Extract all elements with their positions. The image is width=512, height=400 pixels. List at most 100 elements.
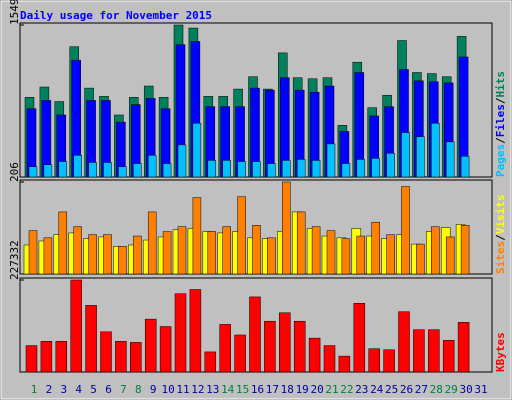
x-tick-label: 17 <box>266 383 279 396</box>
bar <box>442 340 455 373</box>
bar <box>293 320 306 373</box>
bar <box>133 235 142 275</box>
x-tick-label: 14 <box>221 383 235 396</box>
legend-entry: Files <box>494 104 507 137</box>
x-tick-label: 29 <box>445 383 458 396</box>
x-tick-label: 21 <box>325 383 338 396</box>
y-tick-label: 206 <box>8 162 21 182</box>
bar <box>147 155 157 178</box>
bar <box>457 322 470 373</box>
bar <box>356 235 366 275</box>
bar <box>222 226 231 275</box>
legend-separator: / <box>494 97 507 104</box>
bar <box>103 234 112 275</box>
bar <box>162 231 172 275</box>
x-tick-label: 27 <box>415 383 428 396</box>
bar <box>207 231 217 275</box>
bar <box>144 318 157 373</box>
bar <box>311 226 321 275</box>
bar <box>28 166 38 178</box>
bar <box>383 349 395 373</box>
bar <box>249 296 261 373</box>
chart-title: Daily usage for November 2015 <box>20 9 212 22</box>
bar <box>115 341 127 373</box>
x-tick-label: 25 <box>385 383 398 396</box>
x-tick-label: 30 <box>459 383 472 396</box>
bar <box>28 230 38 275</box>
legend: KBytes <box>494 332 507 372</box>
bar <box>264 320 276 373</box>
bar <box>118 246 127 275</box>
bar <box>353 303 366 373</box>
legend-separator: / <box>494 234 507 241</box>
bar <box>401 132 410 178</box>
bar <box>40 341 53 373</box>
bar <box>386 234 395 275</box>
x-tick-label: 26 <box>400 383 413 396</box>
bar <box>70 279 82 373</box>
bar <box>326 230 336 275</box>
bar <box>189 289 202 373</box>
x-tick-label: 11 <box>176 383 189 396</box>
bar <box>279 312 291 373</box>
bar <box>341 238 351 275</box>
x-tick-label: 9 <box>150 383 157 396</box>
bar <box>88 234 97 275</box>
x-tick-label: 8 <box>135 383 142 396</box>
x-tick-label: 20 <box>310 383 323 396</box>
bar <box>204 351 217 373</box>
legend-separator: / <box>494 137 507 144</box>
x-tick-label: 12 <box>191 383 204 396</box>
bar <box>296 159 306 178</box>
bar <box>398 311 410 373</box>
x-tick-label: 28 <box>430 383 443 396</box>
bar <box>73 226 82 275</box>
legend-entry: Sites <box>494 241 507 274</box>
x-tick-label: 1 <box>31 383 38 396</box>
legend-entry: Hits <box>494 71 507 98</box>
bar <box>192 122 202 178</box>
x-tick-label: 23 <box>355 383 368 396</box>
x-tick-label: 22 <box>340 383 353 396</box>
bar <box>323 345 336 373</box>
bar <box>55 341 68 373</box>
bar <box>445 236 455 275</box>
bar <box>73 155 82 178</box>
y-tick-label: 1549 <box>8 0 21 25</box>
bar <box>58 211 68 275</box>
bar <box>130 342 142 373</box>
bar <box>118 166 127 178</box>
bar <box>428 329 440 373</box>
bar <box>133 163 142 178</box>
x-tick-label: 3 <box>60 383 67 396</box>
bar <box>58 161 68 178</box>
x-tick-label: 13 <box>206 383 219 396</box>
bar <box>234 334 246 373</box>
bar <box>177 144 187 178</box>
bar <box>356 159 366 178</box>
bar <box>88 162 97 178</box>
x-tick-label: 4 <box>75 383 82 396</box>
bar <box>308 337 321 373</box>
bar <box>237 161 246 178</box>
bar <box>413 329 425 373</box>
bar <box>252 225 261 275</box>
bar <box>43 164 53 178</box>
bar <box>460 156 470 178</box>
x-tick-label: 18 <box>281 383 294 396</box>
bar <box>43 237 53 275</box>
x-tick-label: 6 <box>105 383 112 396</box>
bar <box>162 163 172 178</box>
bar <box>386 153 395 178</box>
bar <box>252 161 261 178</box>
bar <box>25 345 38 373</box>
x-tick-label: 2 <box>46 383 53 396</box>
x-tick-label: 24 <box>370 383 384 396</box>
x-tick-label: 10 <box>161 383 174 396</box>
y-tick-label: 227332 <box>8 240 21 280</box>
bar <box>237 196 246 275</box>
bar <box>296 211 306 275</box>
